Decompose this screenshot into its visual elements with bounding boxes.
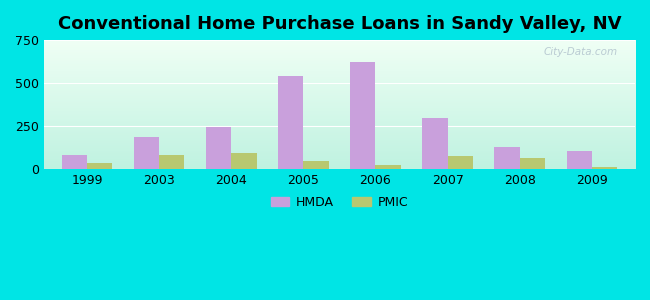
Title: Conventional Home Purchase Loans in Sandy Valley, NV: Conventional Home Purchase Loans in Sand… [58,15,621,33]
Bar [376,165,400,169]
Bar [87,163,112,169]
Bar [519,158,545,169]
Bar [231,153,257,169]
Bar [422,118,448,169]
Bar [206,127,231,169]
Text: City-Data.com: City-Data.com [543,46,618,56]
Bar [567,151,592,169]
Bar [159,155,185,169]
Bar [304,161,329,169]
Bar [495,146,519,169]
Bar [62,155,87,169]
Legend: HMDA, PMIC: HMDA, PMIC [266,191,413,214]
Bar [134,137,159,169]
Bar [350,62,376,169]
Bar [448,156,473,169]
Bar [278,76,304,169]
Bar [592,167,617,169]
